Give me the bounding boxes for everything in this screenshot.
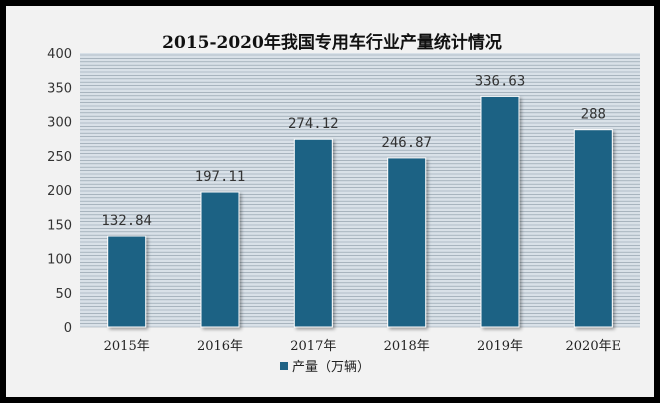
grid-lines bbox=[80, 54, 640, 328]
plot-area bbox=[80, 53, 640, 327]
bar bbox=[200, 191, 240, 328]
x-axis-categories: 2015年 2016年 2017年 2018年 2019年 2020年E bbox=[104, 339, 621, 354]
data-label: 197.11 bbox=[195, 169, 246, 185]
bar bbox=[293, 138, 333, 328]
data-label: 132.84 bbox=[101, 213, 152, 229]
bar bbox=[480, 95, 520, 328]
data-label: 336.63 bbox=[475, 73, 526, 89]
y-tick-label: 0 bbox=[64, 321, 72, 336]
x-tick-label: 2016年 bbox=[197, 339, 243, 354]
x-tick-label: 2018年 bbox=[384, 339, 430, 354]
y-tick-label: 200 bbox=[47, 184, 72, 199]
y-tick-label: 250 bbox=[47, 150, 72, 165]
x-tick-label: 2017年 bbox=[290, 339, 336, 354]
chart-frame: 2015-2020年我国专用车行业产量统计情况 0 50 100 150 200 250 3… bbox=[6, 6, 654, 397]
x-tick-label: 2015年 bbox=[104, 339, 150, 354]
bars bbox=[107, 95, 613, 328]
chart-title: 2015-2020年我国专用车行业产量统计情况 bbox=[162, 32, 502, 53]
legend: 产量（万辆） bbox=[280, 360, 370, 375]
data-labels: 132.84 197.11 274.12 246.87 336.63 288 bbox=[101, 73, 606, 229]
legend-swatch bbox=[280, 362, 288, 370]
data-label: 288 bbox=[581, 107, 606, 123]
legend-label: 产量（万辆） bbox=[292, 360, 370, 375]
y-tick-label: 50 bbox=[55, 287, 72, 302]
y-tick-label: 400 bbox=[47, 47, 72, 62]
y-tick-label: 100 bbox=[47, 253, 72, 268]
x-tick-label: 2020年E bbox=[566, 339, 622, 354]
bar bbox=[573, 129, 613, 328]
y-tick-label: 350 bbox=[47, 81, 72, 96]
data-label: 246.87 bbox=[381, 135, 432, 151]
bar-chart: 2015-2020年我国专用车行业产量统计情况 0 50 100 150 200 250 3… bbox=[47, 32, 640, 375]
x-tick-label: 2019年 bbox=[477, 339, 523, 354]
y-tick-label: 300 bbox=[47, 116, 72, 131]
y-tick-label: 150 bbox=[47, 218, 72, 233]
y-axis-ticks: 0 50 100 150 200 250 300 350 400 bbox=[47, 47, 72, 336]
data-label: 274.12 bbox=[288, 116, 339, 132]
bar bbox=[387, 157, 427, 328]
bar bbox=[107, 235, 147, 328]
